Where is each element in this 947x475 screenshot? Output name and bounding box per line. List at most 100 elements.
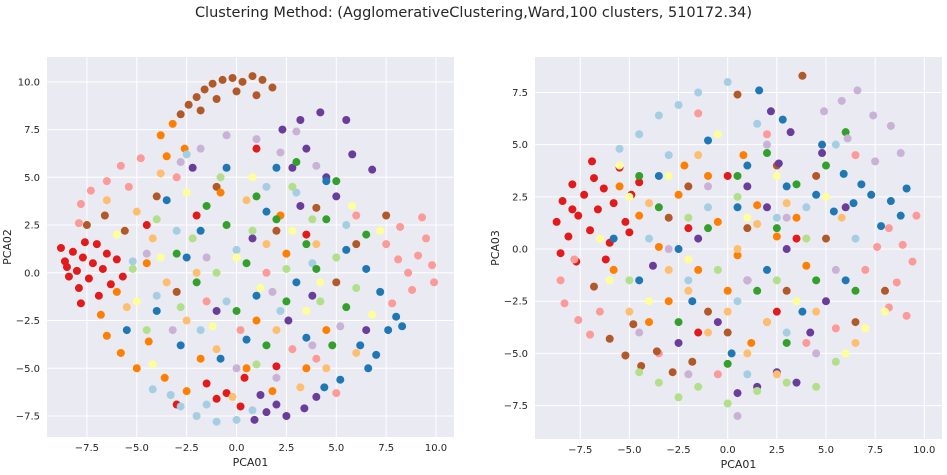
scatter-point [212, 306, 221, 315]
scatter-point [674, 245, 683, 254]
scatter-point [202, 253, 211, 262]
scatter-point [116, 161, 125, 170]
scatter-point [284, 316, 293, 325]
scatter-point [635, 211, 644, 220]
plot-area [47, 57, 454, 437]
scatter-point [368, 310, 377, 319]
scatter-point [352, 284, 361, 293]
x-tick-label: −5.0 [617, 445, 641, 456]
x-axis-label: PCA01 [721, 458, 757, 471]
scatter-point [376, 287, 385, 296]
y-tick-label: 7.5 [512, 88, 528, 99]
scatter-point [772, 213, 781, 222]
scatter-point [763, 318, 772, 327]
scatter-point [120, 226, 129, 235]
scatter-point [112, 230, 121, 239]
scatter-point [902, 311, 911, 320]
scatter-point [192, 278, 201, 287]
y-tick-label: −5.0 [16, 364, 40, 375]
scatter-point [908, 257, 917, 266]
scatter-point [248, 72, 257, 81]
scatter-point [74, 284, 83, 293]
scatter-point [292, 158, 301, 167]
scatter-point [216, 354, 225, 363]
x-tick-label: 7.5 [378, 443, 394, 454]
scatter-point [232, 87, 241, 96]
scatter-point [392, 312, 401, 321]
scatter-point [352, 348, 361, 357]
scatter-point [609, 199, 618, 208]
scatter-point [625, 276, 634, 285]
scatter-point [782, 338, 791, 347]
scatter-point [664, 151, 673, 160]
scatter-point [772, 224, 781, 233]
scatter-point [615, 144, 624, 153]
scatter-point [208, 322, 217, 331]
scatter-point [68, 247, 77, 256]
scatter-point [162, 196, 171, 205]
scatter-point [568, 180, 577, 189]
scatter-point [208, 79, 217, 88]
scatter-point [212, 417, 221, 426]
scatter-point [168, 119, 177, 128]
scatter-point [704, 203, 713, 212]
scatter-point [896, 149, 905, 158]
scatter-point [574, 211, 583, 220]
scatter-point [896, 211, 905, 220]
scatter-point [362, 264, 371, 273]
scatter-point [684, 276, 693, 285]
scatter-point [763, 140, 772, 149]
scatter-point [743, 276, 752, 285]
scatter-point [212, 394, 221, 403]
scatter-point [302, 230, 311, 239]
scatter-point [262, 341, 271, 350]
y-tick-label: −7.5 [16, 411, 40, 422]
scatter-point [645, 199, 654, 208]
scatter-point [276, 148, 285, 157]
scatter-point [625, 228, 634, 237]
scatter-point [704, 328, 713, 337]
scatter-point [684, 213, 693, 222]
scatter-point [792, 297, 801, 306]
scatter-point [747, 338, 756, 347]
scatter-point [222, 163, 231, 172]
scatter-point [302, 364, 311, 373]
scatter-point [336, 375, 345, 384]
scatter-point [841, 276, 850, 285]
scatter-point [192, 268, 201, 277]
scatter-point [821, 234, 830, 243]
scatter-point [84, 274, 93, 283]
scatter-point [851, 286, 860, 295]
scatter-point [430, 278, 439, 287]
scatter-point [414, 251, 423, 260]
scatter-point [798, 307, 807, 316]
scatter-point [593, 205, 602, 214]
scatter-point [753, 201, 762, 210]
scatter-point [272, 226, 281, 235]
scatter-point [82, 221, 91, 230]
scatter-point [404, 268, 413, 277]
scatter-point [212, 345, 221, 354]
scatter-point [792, 213, 801, 222]
scatter-point [308, 291, 317, 300]
scatter-point [837, 96, 846, 105]
scatter-point [296, 201, 305, 210]
scatter-point [160, 373, 169, 382]
scatter-point [162, 278, 171, 287]
scatter-point [252, 91, 261, 100]
scatter-point [635, 178, 644, 187]
scatter-point [168, 326, 177, 335]
scatter-point [595, 234, 604, 243]
scatter-point [772, 307, 781, 316]
scatter-point [552, 217, 561, 226]
scatter-point [156, 253, 165, 262]
scatter-point [100, 211, 109, 220]
scatter-point [222, 297, 231, 306]
y-tick-label: 0.0 [24, 268, 40, 279]
scatter-point [892, 278, 901, 287]
scatter-point [867, 190, 876, 199]
scatter-point [122, 303, 131, 312]
scatter-point [336, 322, 345, 331]
scatter-point [898, 240, 907, 249]
scatter-point [268, 287, 277, 296]
